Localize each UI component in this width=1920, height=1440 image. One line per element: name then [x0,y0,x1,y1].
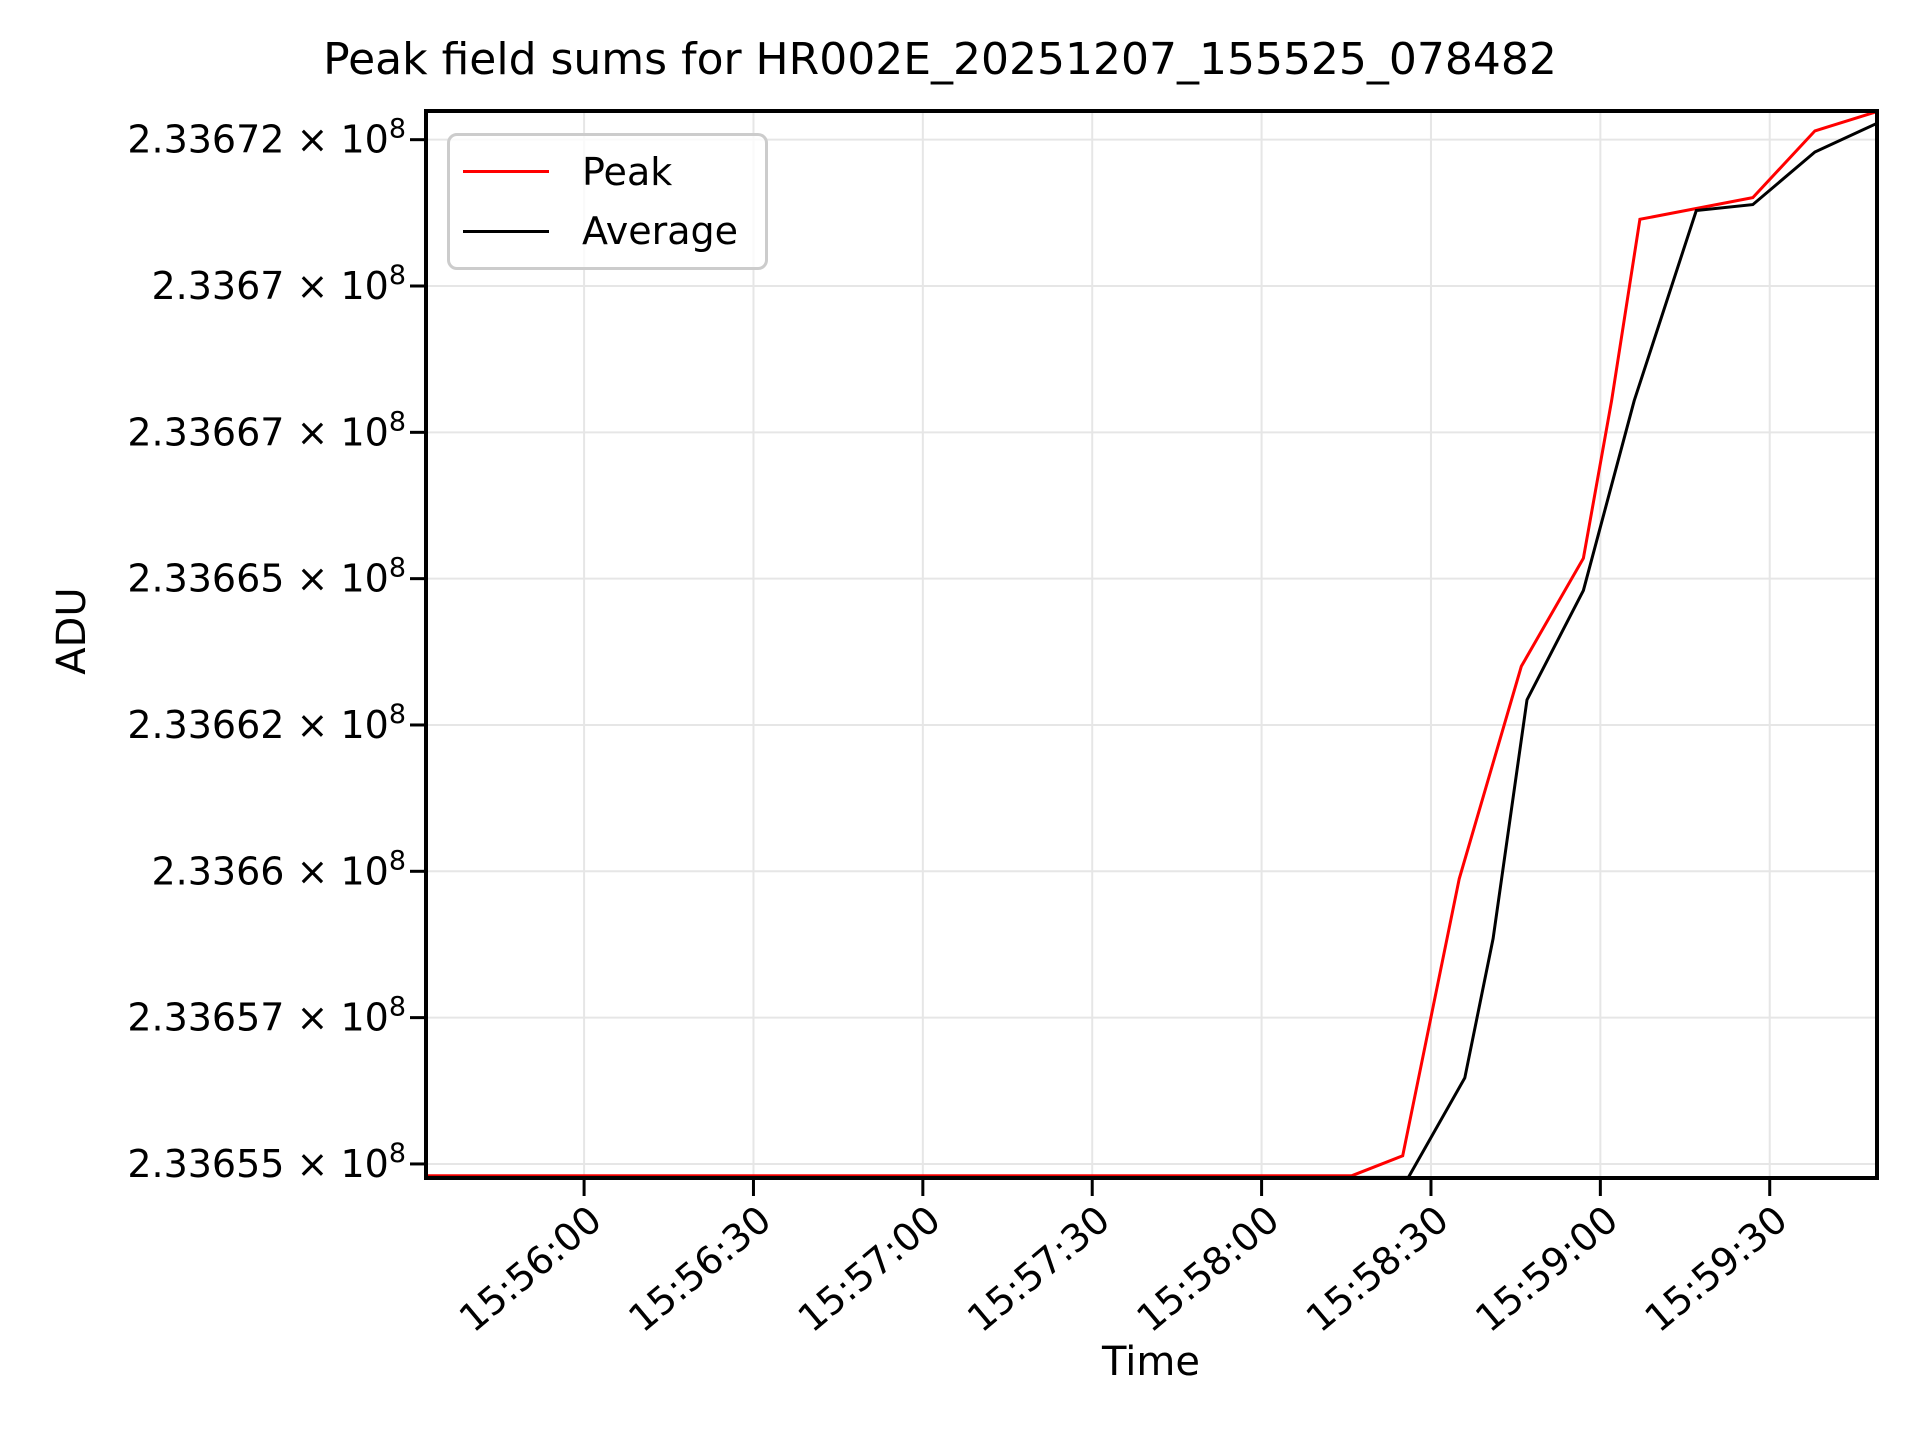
legend-label-average: Average [582,209,739,254]
y-tick-label: 2.3367 × 108 [151,260,406,308]
x-tick-label: 15:59:00 [1467,1197,1626,1340]
y-tick-label: 2.33665 × 108 [127,553,406,601]
x-tick-label: 15:56:00 [451,1197,610,1340]
x-tick-label: 15:58:00 [1128,1197,1287,1340]
x-tick-label: 15:56:30 [620,1197,779,1340]
y-tick-label: 2.33672 × 108 [127,114,406,162]
x-tick-label: 15:59:30 [1636,1197,1795,1340]
legend-item-average: Average [450,207,765,255]
average-line-swatch [463,229,549,233]
x-tick-label: 15:57:30 [959,1197,1118,1340]
x-axis-label: Time [1102,1339,1200,1385]
legend-item-peak: Peak [450,148,765,196]
series-peak-line [426,110,1878,1178]
y-tick-label: 2.3366 × 108 [151,845,406,893]
x-tick-label: 15:58:30 [1298,1197,1457,1340]
y-tick-label: 2.33667 × 108 [127,406,406,454]
peak-line-swatch [463,170,549,174]
x-tick-label: 15:57:00 [790,1197,949,1340]
plot-border [424,109,1879,1180]
legend: Peak Average [447,133,768,270]
y-tick-label: 2.33657 × 108 [127,992,406,1040]
legend-label-peak: Peak [582,149,673,194]
chart-title: Peak field sums for HR002E_20251207_1555… [323,34,1557,85]
y-tick-label: 2.33655 × 108 [127,1138,406,1186]
series-average-line [426,121,1878,1179]
y-tick-label: 2.33662 × 108 [127,699,406,747]
